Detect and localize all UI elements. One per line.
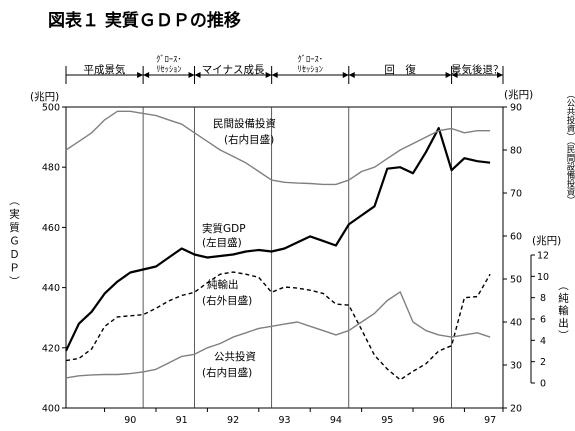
left-tick-label-480: 480 bbox=[42, 163, 60, 174]
phase-label-line: ﾘｾｯｼｮﾝ bbox=[297, 65, 323, 75]
phase-label-1: ｸﾞﾛｰｽ･ﾘｾｯｼｮﾝ bbox=[156, 55, 182, 75]
phase-label-line: 回 復 bbox=[384, 63, 416, 76]
right-inner-tick-label-50: 50 bbox=[510, 275, 522, 286]
phase-label-line: 平成景気 bbox=[84, 63, 126, 76]
phase-arrow-left-4 bbox=[348, 72, 355, 78]
series-line-3 bbox=[65, 291, 491, 379]
series-line-0 bbox=[65, 127, 491, 352]
phase-arrow-left-5 bbox=[451, 72, 458, 78]
phase-arrow-right-5 bbox=[497, 72, 503, 78]
right-outer-tick-label-0: 0 bbox=[540, 379, 546, 390]
x-tick-label-93: 93 bbox=[278, 415, 290, 426]
left-axis-unit: (兆円) bbox=[30, 91, 59, 103]
right-inner-tick-label-30: 30 bbox=[510, 361, 522, 372]
x-tick-label-95: 95 bbox=[381, 415, 393, 426]
right-inner-tick-label-70: 70 bbox=[510, 189, 522, 200]
phase-label-4: 回 復 bbox=[384, 63, 416, 76]
right-outer-axis-label: （純輸出） bbox=[557, 280, 569, 343]
series-note-netexport: (右外目盛) bbox=[202, 294, 252, 307]
series-label-gdp: 実質GDP bbox=[202, 222, 246, 235]
phase-arrow-right-0 bbox=[137, 72, 144, 78]
right-inner-tick-label-60: 60 bbox=[510, 232, 522, 243]
phase-label-2: マイナス成長 bbox=[202, 64, 265, 76]
x-tick-label-92: 92 bbox=[227, 415, 239, 426]
series-group bbox=[65, 110, 491, 381]
plot-frame bbox=[65, 106, 504, 409]
left-tick-label-500: 500 bbox=[42, 103, 60, 114]
right-inner-tick-label-90: 90 bbox=[510, 103, 522, 114]
phase-label-line: マイナス成長 bbox=[202, 64, 265, 76]
right-outer-tick-label-6: 6 bbox=[540, 315, 546, 326]
phase-label-line: ｸﾞﾛｰｽ･ bbox=[156, 55, 182, 65]
phase-label-3: ｸﾞﾛｰｽ･ﾘｾｯｼｮﾝ bbox=[297, 55, 323, 75]
phase-bar: 平成景気ｸﾞﾛｰｽ･ﾘｾｯｼｮﾝ マイナス成長ｸﾞﾛｰｽ･ﾘｾｯｼｮﾝ回 復景気後… bbox=[65, 55, 504, 84]
phase-label-5: 景気後退？ bbox=[451, 63, 504, 76]
right-inner-axis-label: （公共投資）（民間設備投資） bbox=[565, 90, 575, 205]
x-tick-label-97: 97 bbox=[484, 415, 496, 426]
series-note-public: (右内目盛) bbox=[202, 366, 252, 379]
phase-arrow-right-1 bbox=[188, 72, 195, 78]
phase-arrow-right-3 bbox=[342, 72, 349, 78]
series-note-capex: (右内目盛) bbox=[224, 133, 274, 146]
phase-label-line: ﾘｾｯｼｮﾝ bbox=[156, 65, 182, 75]
chart-title: 図表１ 実質ＧＤＰの推移 bbox=[48, 10, 241, 31]
phase-arrow-left-2 bbox=[194, 72, 201, 78]
phase-arrow-left-1 bbox=[143, 72, 150, 78]
series-label-public: 公共投資 bbox=[214, 350, 256, 363]
right-inner-tick-label-20: 20 bbox=[510, 404, 522, 415]
left-axis-label: （実質ＧＤＰ） bbox=[8, 195, 20, 290]
series-line-2 bbox=[65, 271, 491, 381]
left-tick-label-440: 440 bbox=[42, 283, 60, 294]
phase-label-line: ｸﾞﾛｰｽ･ bbox=[297, 55, 323, 65]
plot-area bbox=[65, 106, 504, 409]
series-label-capex: 民間設備投資 bbox=[213, 117, 276, 130]
phase-arrow-left-3 bbox=[271, 72, 278, 78]
series-line-1 bbox=[65, 110, 491, 186]
x-tick-label-94: 94 bbox=[330, 415, 342, 426]
phase-label-line: 景気後退？ bbox=[451, 63, 504, 76]
x-tick-label-91: 91 bbox=[176, 415, 188, 426]
right-outer-tick-label-4: 4 bbox=[540, 336, 546, 347]
right-inner-tick-label-40: 40 bbox=[510, 318, 522, 329]
phase-arrow-right-2 bbox=[265, 72, 272, 78]
x-tick-label-96: 96 bbox=[433, 415, 445, 426]
left-tick-label-420: 420 bbox=[42, 343, 60, 354]
phase-arrow-right-4 bbox=[445, 72, 452, 78]
right-inner-tick-label-80: 80 bbox=[510, 146, 522, 157]
phase-label-0: 平成景気 bbox=[84, 63, 126, 76]
right-outer-tick-label-8: 8 bbox=[540, 293, 546, 304]
series-note-gdp: (左目盛) bbox=[202, 236, 242, 249]
right-outer-tick-label-10: 10 bbox=[537, 272, 549, 283]
right-outer-tick-label-12: 12 bbox=[537, 251, 549, 262]
left-tick-label-460: 460 bbox=[42, 223, 60, 234]
right-outer-axis-unit: (兆円) bbox=[532, 235, 561, 247]
left-tick-label-400: 400 bbox=[42, 404, 60, 415]
x-tick-label-90: 90 bbox=[124, 415, 136, 426]
series-label-netexport: 純輸出 bbox=[207, 278, 239, 291]
axis-ticks: 90 91 92 93 94 95 96 97400420440460480500203040… bbox=[42, 103, 549, 427]
right-outer-tick-label-2: 2 bbox=[540, 357, 546, 368]
right-inner-axis-unit: (兆円) bbox=[504, 89, 533, 101]
